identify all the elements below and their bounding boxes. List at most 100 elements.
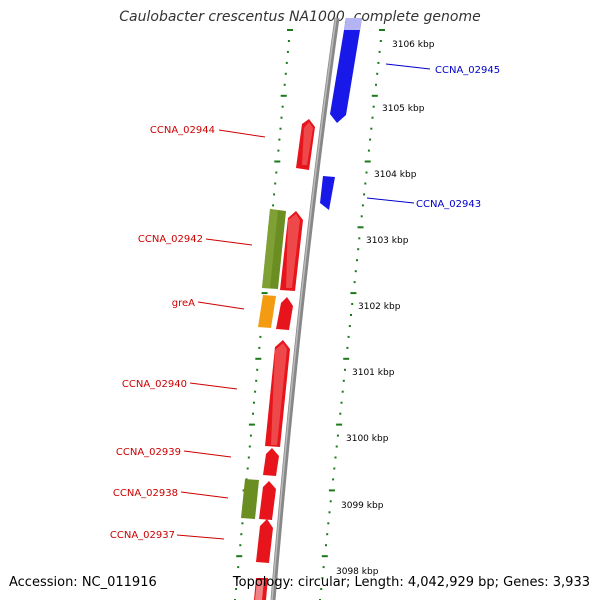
tick-label: 3100 kbp (346, 434, 389, 444)
guide-dot (256, 368, 259, 371)
guide-dot (371, 94, 378, 97)
guide-dot (236, 555, 243, 558)
guide-dot (252, 412, 254, 415)
gene-ccna-02939[interactable] (263, 448, 279, 476)
guide-dot (369, 138, 372, 141)
gene-label[interactable]: greA (172, 298, 195, 309)
guide-dot (339, 412, 342, 415)
guide-dot (236, 577, 239, 580)
guide-dot (358, 237, 361, 240)
guide-dot (328, 511, 331, 514)
guide-dot (363, 193, 366, 196)
guide-dot (274, 160, 281, 163)
guide-dot (370, 127, 373, 130)
guide-dot (322, 566, 325, 569)
guide-dot (240, 533, 243, 536)
gene-partial-bottom[interactable] (254, 578, 268, 600)
gene-ccna-02938[interactable] (259, 481, 276, 520)
tick-label: 3098 kbp (336, 567, 379, 577)
tick-label: 3099 kbp (341, 501, 384, 511)
guide-dot (336, 434, 339, 437)
gene-label-leaders (176, 63, 431, 540)
gene-ccna-02942-rrna[interactable] (262, 209, 286, 289)
guide-dot (287, 29, 293, 31)
guide-dot (357, 226, 364, 229)
guide-dot (334, 456, 337, 459)
guide-dot (272, 204, 275, 207)
guide-dot (286, 50, 289, 53)
guide-dot (273, 193, 276, 196)
tick-label: 3105 kbp (382, 104, 425, 114)
guide-dot (248, 423, 255, 426)
gene-ccna-02938-rrna[interactable] (241, 479, 259, 519)
gene-label[interactable]: CCNA_02940 (122, 379, 187, 390)
guide-dot (351, 303, 354, 305)
guide-dot (356, 259, 358, 262)
gene-label[interactable]: CCNA_02939 (116, 447, 181, 458)
guide-dot (332, 478, 335, 481)
guide-dot (275, 171, 278, 174)
guide-dot (346, 346, 349, 349)
guide-dot (285, 61, 288, 64)
gene-ccna-02943[interactable] (320, 176, 335, 210)
gene-label[interactable]: CCNA_02945 (435, 65, 500, 76)
guide-dot (321, 577, 324, 580)
guide-dot (253, 401, 255, 404)
genome-backbone (270, 17, 340, 600)
guide-dot (379, 40, 382, 42)
gene-label[interactable]: CCNA_02942 (138, 234, 203, 245)
gene-label[interactable]: CCNA_02944 (150, 125, 215, 136)
guide-dot (261, 292, 268, 295)
guide-dot (333, 467, 336, 470)
guide-dot (320, 588, 323, 590)
guide-dot (340, 401, 343, 404)
guide-dot (341, 390, 344, 393)
gene-ccna-02945[interactable] (330, 18, 362, 123)
guide-dot (377, 61, 380, 64)
guide-dot (350, 292, 357, 295)
scale-labels: 3106 kbp 3105 kbp 3104 kbp 3103 kbp 3102… (336, 40, 435, 577)
accession-text: Accession: NC_011916 (9, 575, 157, 590)
guide-dot (326, 533, 329, 536)
guide-dot (277, 149, 280, 152)
guide-dot (364, 182, 367, 185)
guide-dot (246, 467, 249, 470)
guide-dot (348, 325, 351, 327)
gene-label[interactable]: CCNA_02937 (110, 530, 175, 541)
gene-ccna-02944[interactable] (296, 119, 315, 170)
guide-dot (347, 335, 350, 338)
guide-dot (353, 281, 356, 284)
guide-dot (280, 116, 283, 119)
tick-label: 3101 kbp (352, 368, 395, 378)
guide-dot (350, 314, 352, 316)
guide-dot (344, 368, 346, 371)
guide-dot (327, 522, 330, 525)
guide-dot (376, 72, 379, 75)
guide-dot (343, 357, 350, 360)
gene-ccna-02937[interactable] (256, 519, 273, 563)
guide-dot (372, 105, 375, 108)
guide-dot (279, 127, 282, 130)
guide-dot (239, 544, 242, 547)
gene-grea-orange[interactable] (258, 295, 276, 328)
guide-dot (255, 379, 258, 382)
guide-dot (254, 390, 257, 393)
guide-dot (364, 160, 371, 163)
guide-dot (235, 588, 238, 590)
gene-labels: CCNA_02945 CCNA_02944 CCNA_02943 CCNA_02… (110, 65, 500, 541)
gene-label[interactable]: CCNA_02938 (113, 488, 178, 499)
gene-label[interactable]: CCNA_02943 (416, 199, 481, 210)
tick-label: 3104 kbp (374, 170, 417, 180)
guide-dot (287, 40, 290, 42)
guide-dot (281, 105, 284, 108)
guide-dot (375, 83, 377, 86)
gene-ccna-02942[interactable] (280, 211, 303, 291)
tick-label: 3102 kbp (358, 302, 401, 312)
gene-grea[interactable] (276, 297, 293, 330)
guide-dot (329, 500, 332, 503)
gene-ccna-02940[interactable] (265, 340, 290, 447)
guide-dot (328, 489, 335, 492)
guide-dot (357, 248, 360, 251)
guide-dot (378, 50, 381, 53)
